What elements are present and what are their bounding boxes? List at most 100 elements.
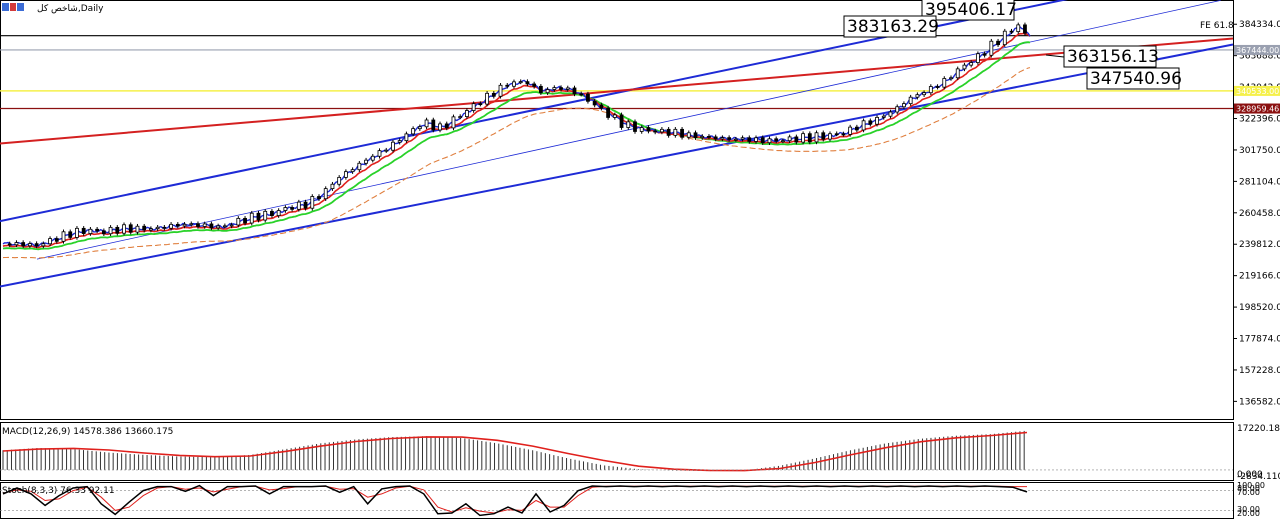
candle-up <box>451 116 456 129</box>
candle-up <box>14 242 19 246</box>
candle-up <box>700 136 705 138</box>
candle-down <box>653 130 658 133</box>
candle-up <box>740 137 745 140</box>
candle-up <box>781 140 785 143</box>
candle-up <box>149 228 153 231</box>
candle-up <box>626 121 631 128</box>
candle-up <box>975 53 980 63</box>
candle-up <box>902 103 906 108</box>
candle-down <box>115 226 120 234</box>
candle-down <box>606 107 611 118</box>
candle-down <box>592 100 597 106</box>
candle-up <box>135 225 140 233</box>
candle-down <box>1009 30 1014 33</box>
candle-up <box>27 243 32 247</box>
candle-down <box>290 207 295 210</box>
moving-averages <box>2 26 1031 259</box>
ma-red <box>2 32 1031 249</box>
candle-up <box>928 86 933 94</box>
main-panel <box>0 0 1234 420</box>
candle-up <box>438 123 442 131</box>
annotation-box <box>1086 67 1180 90</box>
candle-down <box>680 128 684 138</box>
candle-down <box>841 133 846 136</box>
candle-down <box>444 123 449 129</box>
chart-title-group: شاخص کل,Daily <box>2 3 104 14</box>
candle-up <box>969 62 974 66</box>
candle-down <box>505 84 510 87</box>
candle-down <box>243 217 247 224</box>
channel-upper <box>0 0 1068 223</box>
candle-down <box>538 85 543 94</box>
candle-up <box>222 225 227 228</box>
candle-up <box>310 196 315 209</box>
price-tags: 367444.00 340533.00 328959.46 <box>1234 44 1280 114</box>
candle-down <box>196 223 200 227</box>
candle-down <box>491 92 496 97</box>
candle-up <box>364 159 368 164</box>
candle-up <box>249 212 254 224</box>
chart-icon <box>2 3 9 11</box>
candle-down <box>572 87 577 95</box>
chart-icon-3 <box>17 3 24 11</box>
macd-panel <box>0 422 1234 481</box>
candle-up <box>236 217 241 226</box>
candle-down <box>1023 24 1027 34</box>
candle-down <box>101 230 106 235</box>
candle-up <box>915 94 920 98</box>
stoch-panel <box>0 482 1234 519</box>
y-tick-label: 363688.00 <box>1239 52 1280 62</box>
macd-tick-label: 17220.182 <box>1237 424 1280 434</box>
candle-up <box>88 228 93 234</box>
annotation-label: 395406.17 <box>925 0 1017 20</box>
candle-up <box>108 226 113 235</box>
candle-up <box>323 188 328 200</box>
y-tick-label: 260458.00 <box>1239 209 1280 219</box>
candle-up <box>202 223 207 227</box>
price-tag-bg <box>1234 85 1280 96</box>
candle-up <box>189 223 194 226</box>
candle-down <box>54 238 59 242</box>
candle-up <box>1002 30 1007 46</box>
chart-title: شاخص کل,Daily <box>37 4 104 14</box>
candle-up <box>518 81 523 84</box>
candle-up <box>48 238 52 245</box>
fibo-label: FE 61.8 <box>1200 21 1234 31</box>
candles <box>7 22 1027 249</box>
stoch-tick-label: 70.00 <box>1237 488 1260 497</box>
candle-up <box>545 89 550 94</box>
candle-up <box>787 136 792 142</box>
annotation-leader <box>1045 54 1065 58</box>
candle-down <box>935 86 940 88</box>
candle-down <box>256 212 261 221</box>
candle-down <box>586 93 590 102</box>
candle-up <box>485 92 489 105</box>
candle-down <box>142 225 147 231</box>
candle-down <box>34 243 39 247</box>
candle-down <box>162 226 167 229</box>
candle-down <box>854 126 859 131</box>
candle-up <box>41 243 46 247</box>
annotation-box <box>843 15 937 38</box>
candle-up <box>377 150 382 157</box>
candle-down <box>478 103 483 106</box>
candle-up <box>404 133 409 142</box>
candle-down <box>996 40 1000 46</box>
candle-down <box>525 81 530 85</box>
ma-orange <box>2 67 1031 259</box>
candle-up <box>565 87 570 90</box>
candle-up <box>330 183 335 190</box>
price-tag-label: 367444.00 <box>1236 46 1279 55</box>
candle-up <box>417 126 422 130</box>
candle-up <box>169 223 173 229</box>
candle-down <box>175 223 180 227</box>
candle-up <box>552 87 557 90</box>
candle-up <box>754 137 758 142</box>
y-tick-label: 281104.00 <box>1239 177 1280 187</box>
candle-up <box>814 132 819 143</box>
candle-up <box>391 141 395 151</box>
candle-up <box>720 137 725 140</box>
